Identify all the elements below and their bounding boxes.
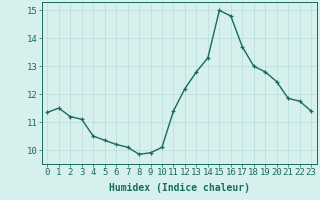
X-axis label: Humidex (Indice chaleur): Humidex (Indice chaleur) xyxy=(109,183,250,193)
